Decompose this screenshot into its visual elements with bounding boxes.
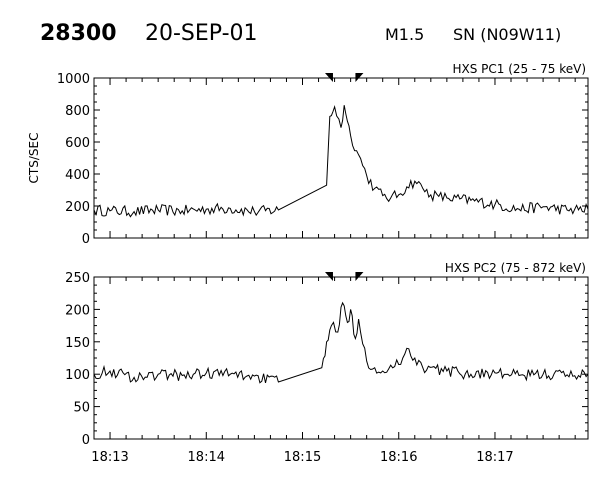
plot-frame-pc2: [93, 276, 589, 440]
y-axis-label: CTS/SEC: [27, 133, 41, 184]
y-tick-label-pc1-600: 600: [65, 136, 90, 151]
panel-pc2-title: HXS PC2 (75 - 872 keV): [445, 261, 586, 275]
y-tick-label-pc2-100: 100: [65, 368, 90, 383]
interval-marker-pc1-start: [324, 73, 333, 82]
y-tick-label-pc1-0: 0: [82, 232, 90, 247]
y-tick-label-pc1-200: 200: [65, 200, 90, 215]
interval-marker-pc2-end: [355, 272, 364, 281]
interval-marker-pc2-start: [324, 272, 333, 281]
y-tick-label-pc2-200: 200: [65, 303, 90, 318]
series-line-pc2: [93, 301, 589, 384]
x-tick-label-1816: 18:16: [380, 450, 417, 465]
event-date: 20-SEP-01: [145, 21, 258, 46]
panel-pc2: HXS PC2 (75 - 872 keV) 0 50 100 150 200 250 18…: [65, 261, 589, 465]
panel-pc1: HXS PC1 (25 - 75 keV) CTS/SEC 0 200 400 600…: [27, 62, 589, 247]
y-tick-label-pc2-50: 50: [73, 401, 90, 416]
flare-location: SN (N09W11): [453, 25, 561, 44]
y-tick-label-pc2-250: 250: [65, 271, 90, 286]
flare-class: M1.5: [385, 25, 424, 44]
y-tick-label-pc2-150: 150: [65, 336, 90, 351]
series-line-pc1: [93, 104, 589, 218]
y-tick-label-pc1-1000: 1000: [57, 72, 90, 87]
y-tick-label-pc2-0: 0: [82, 433, 90, 448]
x-tick-label-1814: 18:14: [188, 450, 225, 465]
interval-marker-pc1-end: [355, 73, 364, 82]
x-tick-label-1813: 18:13: [91, 450, 128, 465]
panel-pc1-title: HXS PC1 (25 - 75 keV): [452, 62, 586, 76]
y-tick-label-pc1-800: 800: [65, 104, 90, 119]
y-tick-label-pc1-400: 400: [65, 168, 90, 183]
x-tick-label-1815: 18:15: [284, 450, 321, 465]
event-id: 28300: [40, 21, 117, 46]
x-tick-label-1817: 18:17: [476, 450, 513, 465]
